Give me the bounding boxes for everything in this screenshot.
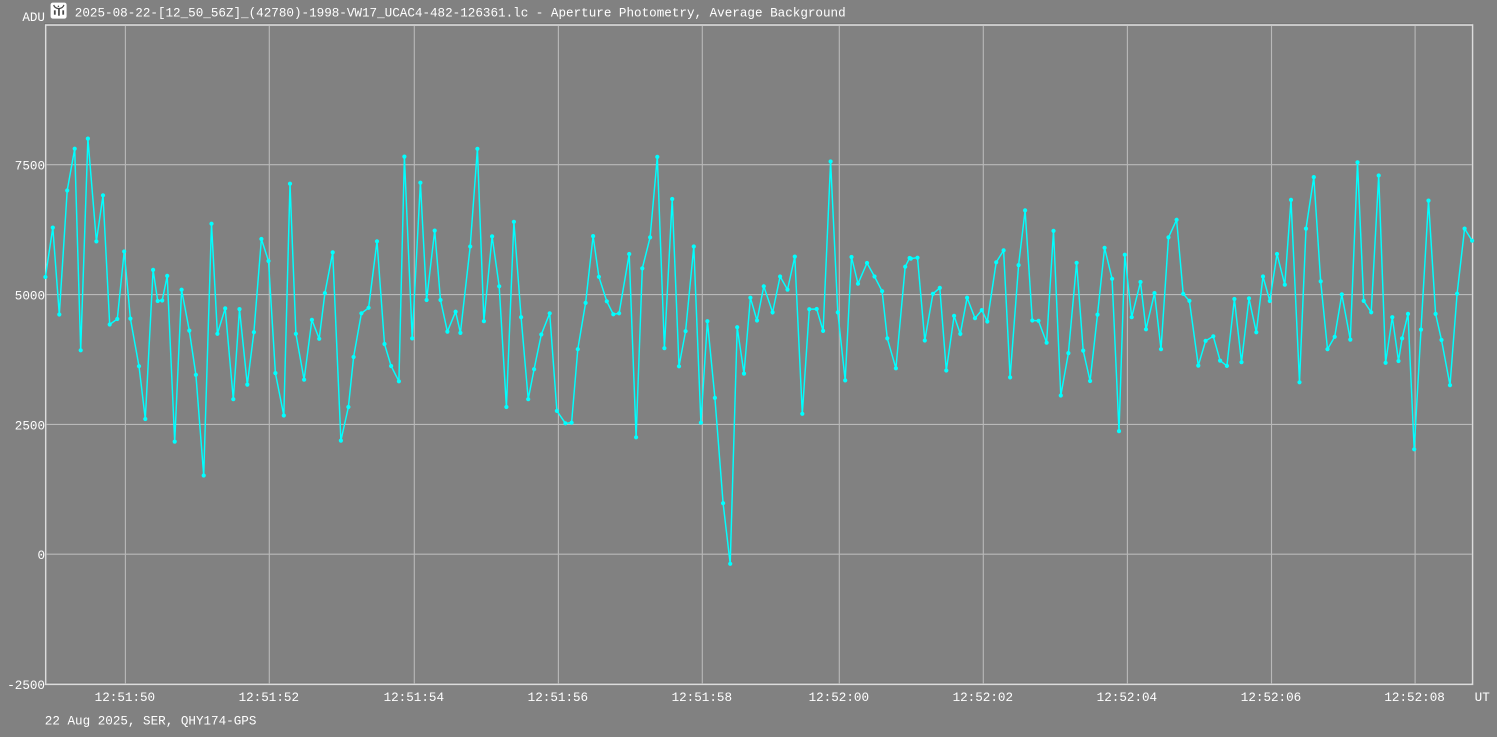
svg-text:2500: 2500 bbox=[15, 419, 45, 433]
svg-text:7500: 7500 bbox=[15, 160, 45, 174]
svg-text:12:52:02: 12:52:02 bbox=[953, 691, 1013, 705]
svg-text:12:51:58: 12:51:58 bbox=[672, 691, 732, 705]
svg-text:12:52:08: 12:52:08 bbox=[1384, 691, 1444, 705]
svg-text:-2500: -2500 bbox=[7, 679, 45, 693]
svg-text:12:51:50: 12:51:50 bbox=[95, 691, 155, 705]
svg-text:5000: 5000 bbox=[15, 290, 45, 304]
svg-text:0: 0 bbox=[37, 549, 45, 563]
svg-text:12:51:52: 12:51:52 bbox=[239, 691, 299, 705]
svg-text:12:52:06: 12:52:06 bbox=[1241, 691, 1301, 705]
svg-text:12:52:04: 12:52:04 bbox=[1097, 691, 1157, 705]
svg-text:12:52:00: 12:52:00 bbox=[809, 691, 869, 705]
svg-text:22 Aug 2025, SER, QHY174-GPS: 22 Aug 2025, SER, QHY174-GPS bbox=[45, 715, 257, 729]
svg-text:12:51:56: 12:51:56 bbox=[528, 691, 588, 705]
svg-text:12:51:54: 12:51:54 bbox=[384, 691, 444, 705]
svg-text:2025-08-22-[12_50_56Z]_(42780): 2025-08-22-[12_50_56Z]_(42780)-1998-VW17… bbox=[75, 6, 846, 20]
svg-text:UT: UT bbox=[1475, 691, 1491, 705]
svg-text:ADU: ADU bbox=[22, 11, 45, 25]
